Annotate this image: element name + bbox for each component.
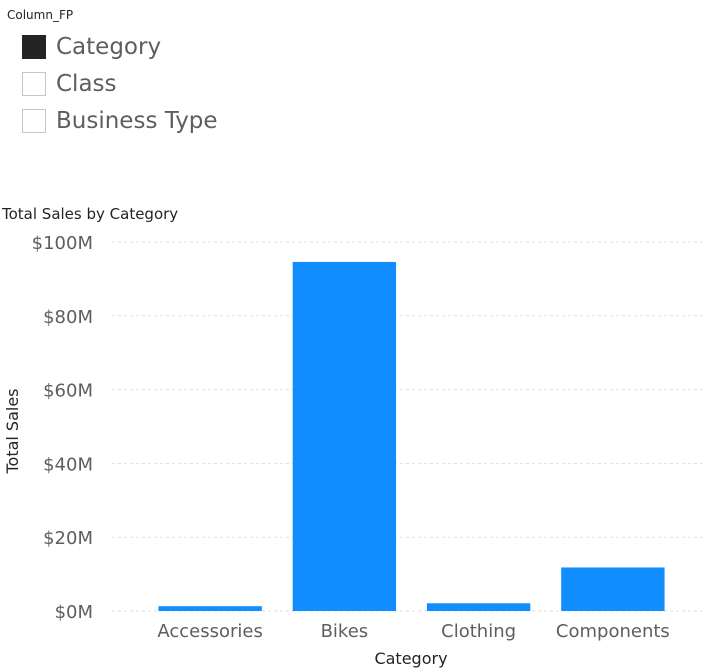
y-axis-title: Total Sales bbox=[3, 388, 22, 474]
y-tick-label: $20M bbox=[43, 528, 93, 549]
bar-chart-svg: Total Sales by Category $0M$20M$40M$60M$… bbox=[1, 205, 703, 668]
slicer-item-label: Business Type bbox=[56, 108, 218, 134]
bar-accessories[interactable] bbox=[158, 606, 262, 611]
slicer-item-class[interactable]: Class bbox=[22, 69, 117, 99]
bar-chart-visual[interactable]: Total Sales by Category $0M $20M $40M $60M $… bbox=[0, 195, 703, 670]
y-tick-label: $0M bbox=[55, 602, 93, 623]
x-axis-title: Category bbox=[374, 649, 447, 668]
field-parameter-slicer: Column_FP Category Class Business Type bbox=[0, 0, 300, 150]
bars bbox=[158, 261, 665, 611]
x-tick-label: Bikes bbox=[321, 621, 369, 642]
y-axis-ticks: $0M $20M $40M $60M $80M $100M bbox=[32, 233, 93, 623]
slicer-item-business-type[interactable]: Business Type bbox=[22, 106, 218, 136]
y-tick-label: $40M bbox=[43, 454, 93, 475]
checkbox-unchecked-icon[interactable] bbox=[22, 72, 46, 96]
gridlines bbox=[112, 241, 703, 612]
x-tick-label: Accessories bbox=[157, 621, 263, 642]
bar-bikes[interactable] bbox=[292, 261, 397, 611]
slicer-item-label: Category bbox=[56, 34, 162, 60]
slicer-item-label: Class bbox=[56, 71, 117, 97]
y-tick-label: $100M bbox=[32, 233, 93, 254]
checkbox-checked-icon[interactable] bbox=[22, 35, 46, 59]
y-tick-label: $60M bbox=[43, 381, 93, 402]
bar-clothing[interactable] bbox=[426, 603, 531, 611]
x-tick-label: Components bbox=[556, 621, 670, 642]
x-axis-ticks: Accessories Bikes Clothing Components bbox=[157, 621, 669, 642]
chart-title: Total Sales by Category bbox=[1, 205, 178, 223]
bar-components[interactable] bbox=[561, 567, 665, 611]
slicer-header: Column_FP bbox=[7, 8, 74, 22]
checkbox-unchecked-icon[interactable] bbox=[22, 109, 46, 133]
y-tick-label: $80M bbox=[43, 307, 93, 328]
slicer-item-category[interactable]: Category bbox=[22, 32, 161, 62]
x-tick-label: Clothing bbox=[441, 621, 516, 642]
